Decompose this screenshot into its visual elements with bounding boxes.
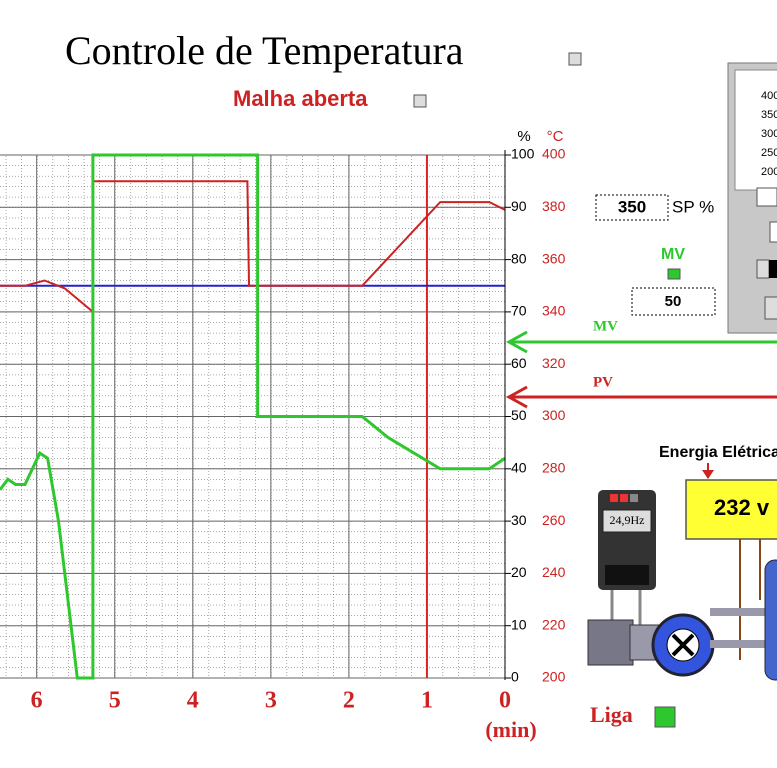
motor <box>587 619 634 666</box>
button[interactable] <box>764 296 777 320</box>
y2-tick-label: 380 <box>542 198 566 214</box>
y-tick-label: 90 <box>511 198 527 214</box>
mv-box[interactable] <box>631 287 716 316</box>
voltage: 232 v <box>714 495 770 520</box>
scale-labels: 400 350 300 250 200 <box>761 90 777 178</box>
y-tick-label: 80 <box>511 250 527 266</box>
arrow-head <box>505 330 528 354</box>
mv-label: MV <box>661 246 685 263</box>
control[interactable] <box>769 221 777 243</box>
led <box>630 494 638 502</box>
x-tick-label: 6 <box>31 688 43 714</box>
pv-arrow-label: PV <box>593 374 613 390</box>
power-label: Liga <box>590 702 633 727</box>
led <box>620 494 628 502</box>
led <box>610 494 618 502</box>
y2-tick-label: 340 <box>542 303 566 319</box>
scale-label: 350 <box>761 109 777 121</box>
y2-tick-label: 300 <box>542 407 566 423</box>
arrow-head <box>702 470 714 479</box>
energy-label: Energia Elétrica <box>659 444 777 461</box>
frequency: 24,9Hz <box>610 513 645 527</box>
y-axis-label: % <box>517 128 530 145</box>
x-tick-label: 0 <box>499 688 511 714</box>
y2-tick-label: 220 <box>542 616 566 632</box>
y-tick-label: 10 <box>511 616 527 632</box>
inverter-display <box>602 509 652 533</box>
y-tick-label: 30 <box>511 512 527 528</box>
y-tick-label: 60 <box>511 355 527 371</box>
series-line <box>0 153 506 680</box>
y-tick-label: 100 <box>511 146 535 162</box>
mode-label: Malha aberta <box>233 86 368 111</box>
x-axis-label: (min) <box>485 717 536 742</box>
y2-tick-label: 320 <box>542 355 566 371</box>
inverter-base <box>605 565 649 585</box>
mv-value: 50 <box>665 293 682 310</box>
control[interactable] <box>756 259 770 279</box>
y-tick-label: 40 <box>511 460 527 476</box>
control[interactable] <box>756 187 777 207</box>
y2-tick-label: 400 <box>542 146 566 162</box>
x-tick-label: 1 <box>421 688 433 714</box>
series-line <box>0 180 506 315</box>
checkbox[interactable] <box>568 52 582 66</box>
y-tick-label: 70 <box>511 303 527 319</box>
y2-tick-label: 360 <box>542 250 566 266</box>
pump-icon <box>671 633 695 657</box>
power-toggle[interactable] <box>654 706 676 728</box>
control[interactable] <box>769 260 777 278</box>
y2-tick-label: 200 <box>542 669 566 685</box>
x-tick-label: 4 <box>187 688 199 714</box>
setpoint-value: 350 <box>618 197 646 216</box>
scale-label: 400 <box>761 90 777 102</box>
setpoint-label: SP % <box>672 197 714 216</box>
voltage-box <box>685 479 777 540</box>
checkbox[interactable] <box>413 94 427 108</box>
scale-area <box>734 69 777 191</box>
plot <box>0 153 506 680</box>
scale-label: 300 <box>761 128 777 140</box>
pipe <box>710 608 770 616</box>
tank <box>764 559 777 681</box>
mv-arrow-label: MV <box>593 318 618 334</box>
y-tick-label: 50 <box>511 407 527 423</box>
y2-tick-label: 260 <box>542 512 566 528</box>
pipe <box>710 640 770 648</box>
setpoint-box[interactable] <box>595 194 669 221</box>
y2-axis-label: °C <box>547 128 564 145</box>
arrow-head <box>505 385 528 409</box>
title: Controle de Temperatura <box>65 28 464 73</box>
x-tick-label: 2 <box>343 688 355 714</box>
y-tick-label: 0 <box>511 669 519 685</box>
x-tick-label: 5 <box>109 688 121 714</box>
mv-indicator <box>667 268 681 280</box>
scale-label: 200 <box>761 166 777 178</box>
y2-tick-label: 280 <box>542 460 566 476</box>
x-tick-label: 3 <box>265 688 277 714</box>
y-tick-label: 20 <box>511 564 527 580</box>
scale-label: 250 <box>761 147 777 159</box>
y2-tick-label: 240 <box>542 564 566 580</box>
